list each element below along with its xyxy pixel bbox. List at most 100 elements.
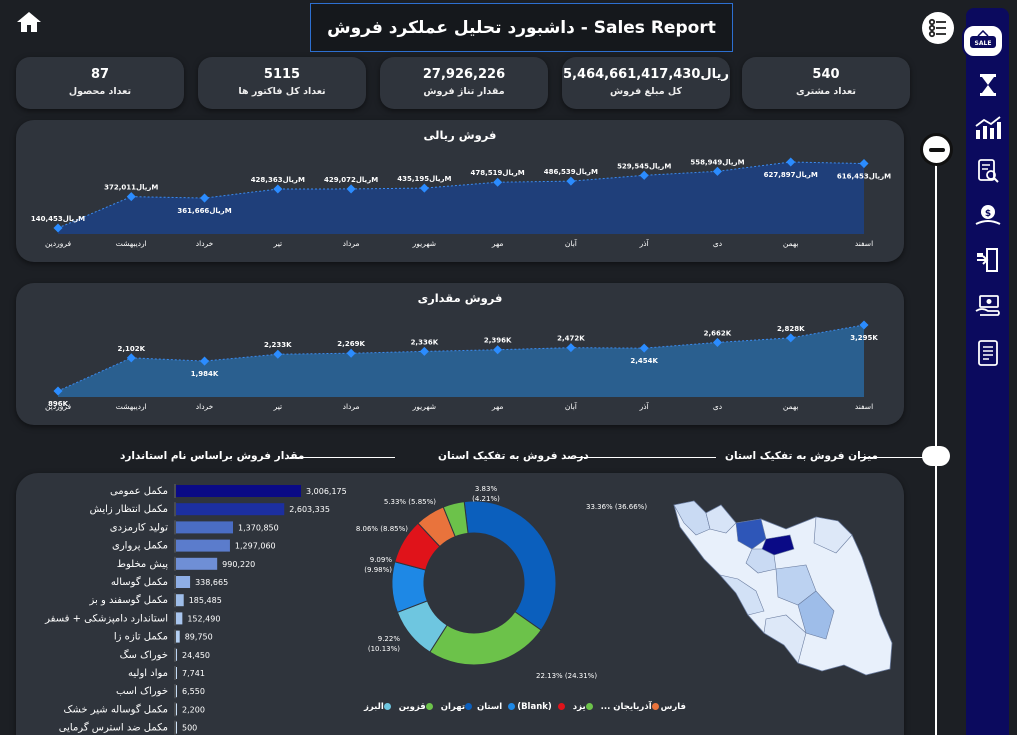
legend-label: (Blank) bbox=[517, 702, 552, 712]
data-label: ریال372,011M bbox=[104, 184, 158, 192]
slice-label: (9.98%) bbox=[364, 566, 392, 574]
bar[interactable] bbox=[176, 594, 184, 607]
sale-badge-icon[interactable]: SALE bbox=[962, 24, 1004, 58]
donut-slice[interactable] bbox=[463, 500, 557, 631]
bar[interactable] bbox=[176, 703, 177, 716]
bar[interactable] bbox=[176, 521, 234, 534]
data-label: 2,662K bbox=[704, 329, 732, 337]
month-tick-label: مهر bbox=[491, 402, 504, 411]
bar-category-label: مکمل تازه زا bbox=[114, 632, 168, 643]
data-label: ریال429,072M bbox=[324, 176, 378, 184]
sales-rial-title: فروش ریالی bbox=[423, 128, 497, 142]
bar[interactable] bbox=[176, 539, 230, 552]
kpi-label: مقدار تناژ فروش bbox=[423, 86, 505, 97]
data-point[interactable] bbox=[346, 184, 356, 194]
menu-icon[interactable] bbox=[922, 12, 954, 44]
series-line bbox=[57, 324, 865, 392]
kpi-card-invoices: 5115 تعداد کل فاکتور ها bbox=[198, 57, 366, 109]
data-point[interactable] bbox=[53, 223, 63, 233]
bar-value-label: 500 bbox=[182, 724, 197, 733]
bar-value-label: 2,200 bbox=[182, 705, 205, 714]
bar[interactable] bbox=[176, 576, 191, 588]
bar[interactable] bbox=[176, 485, 301, 497]
sidebar: SALE $ bbox=[962, 8, 1009, 735]
legend-swatch bbox=[425, 703, 433, 710]
data-label: 1,984K bbox=[191, 370, 219, 378]
collapse-icon[interactable] bbox=[920, 133, 953, 166]
legend-item[interactable]: تهران bbox=[441, 702, 474, 712]
legend-swatch bbox=[651, 703, 659, 710]
legend-swatch bbox=[508, 703, 516, 710]
data-label: 896K bbox=[48, 400, 69, 408]
bar[interactable] bbox=[176, 630, 180, 643]
donut-slice[interactable] bbox=[442, 501, 469, 538]
bar[interactable] bbox=[176, 503, 285, 516]
legend-item[interactable]: آذربایجان ... bbox=[601, 702, 661, 712]
data-point[interactable] bbox=[273, 184, 283, 194]
money-icon[interactable]: $ bbox=[973, 200, 1003, 230]
search-report-icon[interactable] bbox=[973, 156, 1003, 186]
legend-item[interactable]: قزوین bbox=[399, 702, 435, 712]
divider bbox=[290, 457, 395, 458]
month-tick-label: شهریور bbox=[412, 402, 436, 411]
hourglass-icon[interactable] bbox=[973, 70, 1003, 100]
bar-category-label: خوراک اسب bbox=[116, 686, 168, 697]
bar[interactable] bbox=[176, 648, 178, 661]
bar-value-label: 2,603,335 bbox=[289, 505, 330, 514]
legend-item[interactable]: یزد bbox=[573, 702, 595, 712]
month-tick-label: خرداد bbox=[196, 402, 214, 411]
iran-province-map[interactable] bbox=[666, 483, 906, 683]
bar[interactable] bbox=[176, 667, 177, 679]
bar[interactable] bbox=[176, 721, 177, 734]
month-tick-label: بهمن bbox=[783, 239, 799, 248]
month-tick-label: اردیبهشت bbox=[116, 402, 147, 411]
kpi-label: کل مبلغ فروش bbox=[610, 86, 682, 97]
legend-swatch bbox=[383, 703, 391, 710]
timeline-node[interactable] bbox=[922, 446, 950, 466]
province-donut-chart: 33.36% (36.66%) 22.13% (24.31%) 9.22% (10.1… bbox=[356, 485, 648, 680]
area-fill bbox=[58, 162, 864, 234]
data-point[interactable] bbox=[200, 193, 210, 203]
data-label: ریال435,195M bbox=[397, 175, 451, 183]
bar[interactable] bbox=[176, 557, 218, 570]
cash-hand-icon[interactable] bbox=[973, 291, 1003, 321]
bar-value-label: 24,450 bbox=[182, 651, 210, 660]
legend-swatch bbox=[465, 703, 473, 710]
bar-value-label: 185,485 bbox=[189, 596, 222, 605]
slice-label: 3.83% bbox=[475, 485, 498, 493]
kpi-label: تعداد کل فاکتور ها bbox=[238, 86, 326, 97]
bar[interactable] bbox=[176, 612, 183, 625]
document-icon[interactable] bbox=[973, 338, 1003, 368]
bars-section-title: مقدار فروش براساس نام استاندارد bbox=[120, 450, 305, 462]
bar-category-label: مکمل انتظار زایش bbox=[90, 504, 168, 515]
donut-slice[interactable] bbox=[429, 611, 542, 666]
exit-icon[interactable] bbox=[973, 245, 1003, 275]
slice-label: 8.06% (8.85%) bbox=[356, 525, 408, 533]
bar-category-label: پیش مخلوط bbox=[117, 559, 168, 570]
bar[interactable] bbox=[176, 685, 177, 698]
month-tick-label: دی bbox=[713, 239, 722, 248]
data-point[interactable] bbox=[419, 183, 429, 193]
kpi-value: 27,926,226 bbox=[422, 67, 506, 82]
legend-item[interactable]: فارس bbox=[557, 702, 686, 712]
month-tick-label: مرداد bbox=[343, 402, 360, 411]
bar-chart-icon[interactable] bbox=[973, 113, 1003, 143]
sales-rial-chart: ریال140,453M فروردین ریال372,011M اردیبهشت ر… bbox=[31, 157, 891, 248]
slice-label: 33.36% (36.66%) bbox=[586, 503, 647, 511]
month-tick-label: اسفند bbox=[855, 239, 873, 248]
home-icon[interactable] bbox=[16, 10, 42, 34]
kpi-card-tonnage: 27,926,226 مقدار تناژ فروش bbox=[380, 57, 548, 109]
sales-rial-panel: فروش ریالی ریال140,453M فروردین ریال372,01… bbox=[16, 120, 904, 262]
bar-value-label: 3,006,175 bbox=[306, 487, 347, 496]
legend-item[interactable]: (Blank) bbox=[508, 702, 552, 712]
legend-swatch bbox=[585, 703, 593, 710]
kpi-value: 87 bbox=[90, 67, 110, 82]
slice-label: (10.13%) bbox=[368, 645, 400, 653]
legend-item[interactable]: البرز bbox=[364, 702, 393, 712]
bar-category-label: تولید کارمزدی bbox=[110, 522, 168, 533]
data-label: ریال478,519M bbox=[471, 169, 525, 177]
legend-label: قزوین bbox=[398, 702, 426, 712]
month-tick-label: اردیبهشت bbox=[116, 239, 147, 248]
data-label: 3,295K bbox=[850, 334, 878, 342]
bar-value-label: 990,220 bbox=[222, 560, 255, 569]
